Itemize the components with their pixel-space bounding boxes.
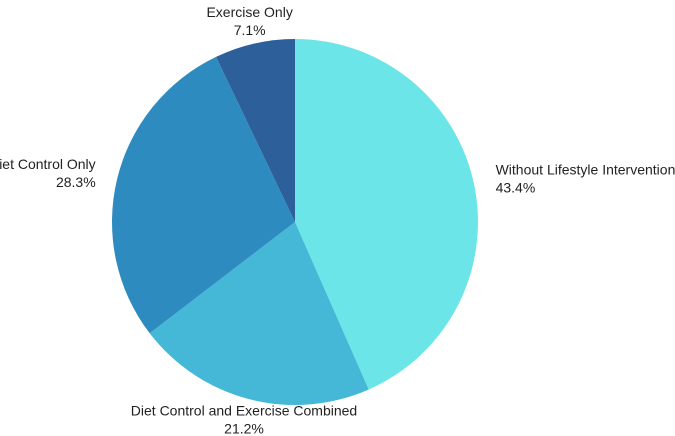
pie-slice [149,222,369,405]
slice-value-label: 43.4% [496,180,536,196]
pie-slice [295,39,478,390]
pie-slice [111,56,295,334]
slice-value-label: 28.3% [56,174,96,190]
slice-value-label: 7.1% [234,22,266,38]
pie-slice [216,39,295,222]
slice-value-label: 21.2% [224,420,264,436]
slice-label: Diet Control Only [0,156,96,172]
slice-label: Diet Control and Exercise Combined [131,402,357,418]
slice-label: Exercise Only [206,4,292,20]
slice-label: Without Lifestyle Interventions [496,162,675,178]
